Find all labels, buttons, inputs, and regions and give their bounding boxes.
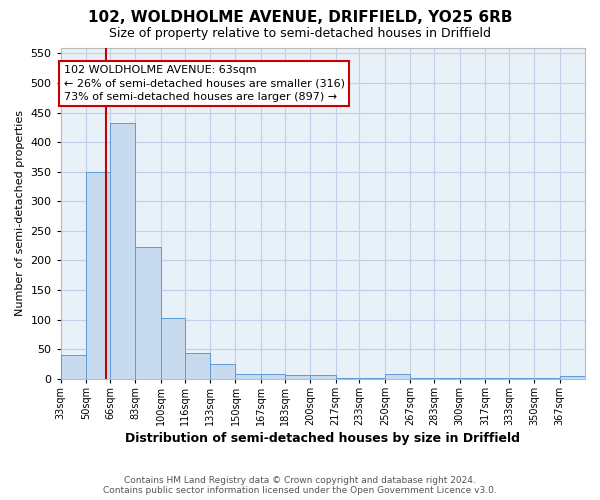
Bar — [235, 374, 261, 378]
Bar — [285, 375, 310, 378]
Text: Size of property relative to semi-detached houses in Driffield: Size of property relative to semi-detach… — [109, 28, 491, 40]
Bar — [385, 374, 410, 378]
Bar — [86, 172, 110, 378]
Bar — [210, 364, 235, 378]
Text: 102 WOLDHOLME AVENUE: 63sqm
← 26% of semi-detached houses are smaller (316)
73% : 102 WOLDHOLME AVENUE: 63sqm ← 26% of sem… — [64, 65, 344, 102]
Bar — [61, 355, 86, 378]
Bar — [136, 248, 161, 378]
Text: Contains HM Land Registry data © Crown copyright and database right 2024.
Contai: Contains HM Land Registry data © Crown c… — [103, 476, 497, 495]
Bar — [310, 375, 335, 378]
X-axis label: Distribution of semi-detached houses by size in Driffield: Distribution of semi-detached houses by … — [125, 432, 520, 445]
Y-axis label: Number of semi-detached properties: Number of semi-detached properties — [15, 110, 25, 316]
Text: 102, WOLDHOLME AVENUE, DRIFFIELD, YO25 6RB: 102, WOLDHOLME AVENUE, DRIFFIELD, YO25 6… — [88, 10, 512, 25]
Bar — [560, 376, 585, 378]
Bar — [261, 374, 285, 378]
Bar — [185, 352, 210, 378]
Bar — [161, 318, 185, 378]
Bar — [110, 122, 136, 378]
